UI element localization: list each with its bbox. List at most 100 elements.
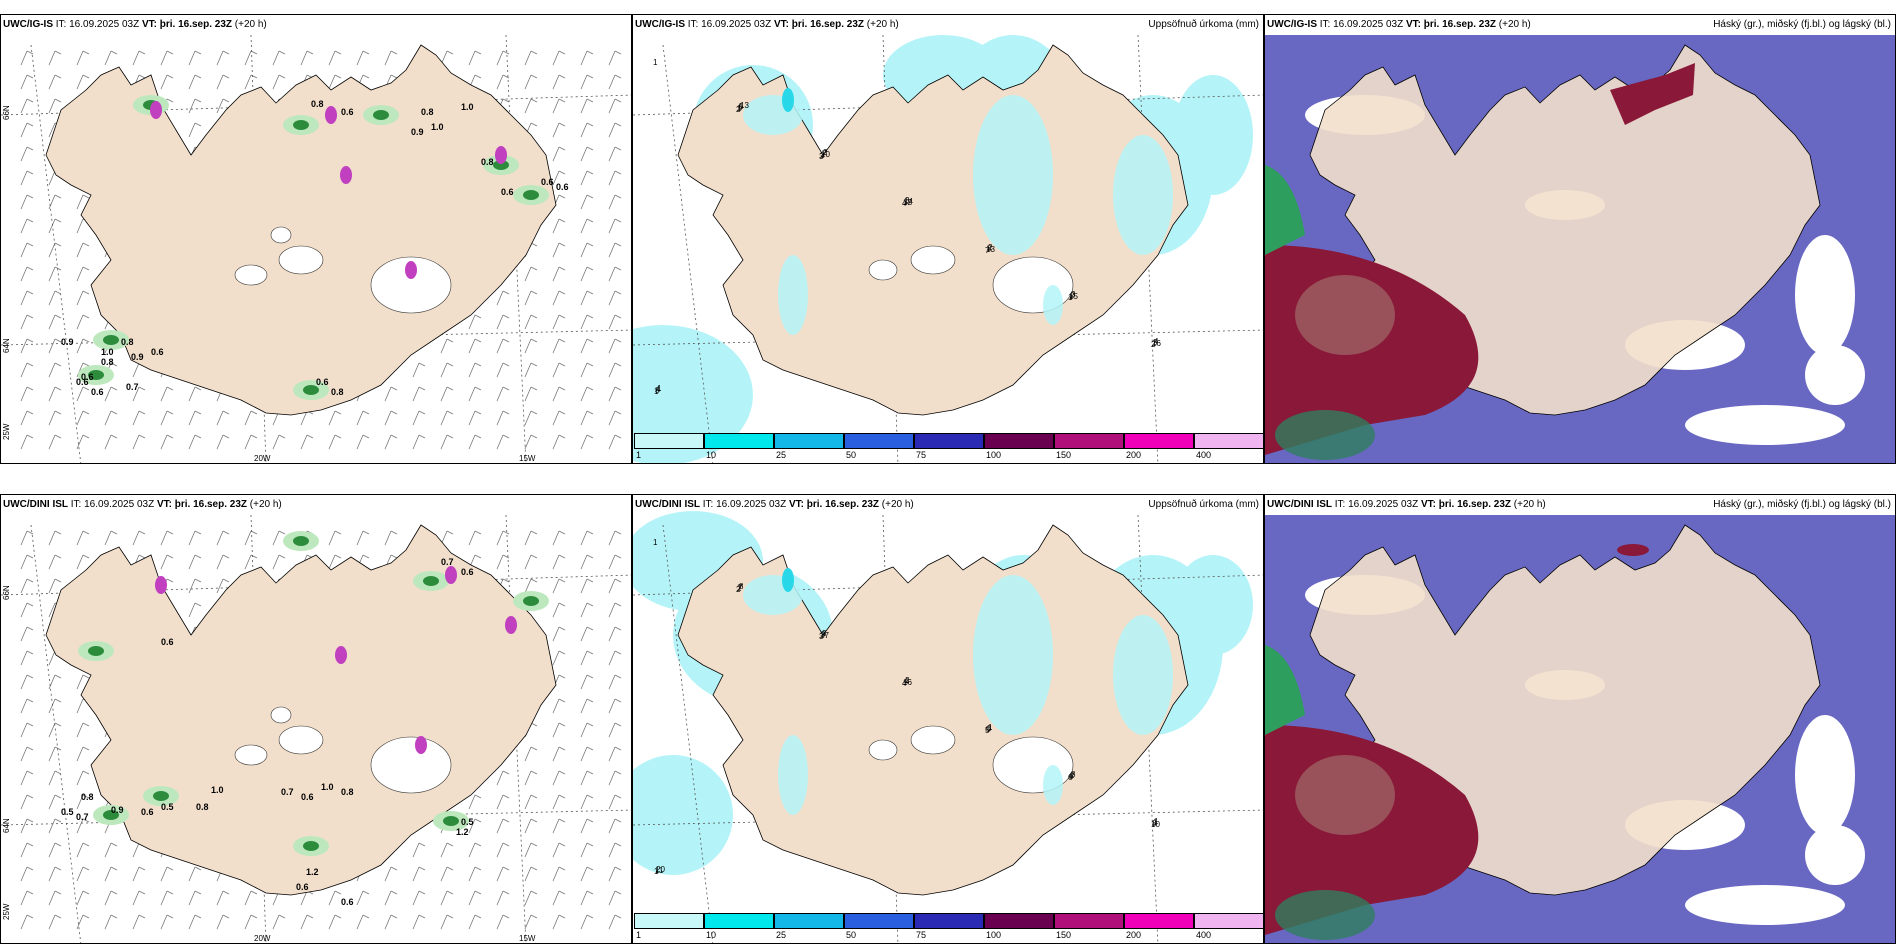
wind-barb-icon — [20, 866, 34, 882]
wind-barb-icon — [216, 578, 230, 594]
wind-barb-icon — [188, 98, 202, 114]
precip-value-label: 2 — [1070, 291, 1075, 300]
wind-barb-icon — [272, 554, 286, 570]
wind-values: 0.50.80.9 0.6 0.5 0.80.70.61.0 0.7 0.61.0 0.81… — [61, 557, 474, 907]
wind-barb-icon — [580, 842, 594, 858]
precip-value-label: 6 — [1068, 773, 1073, 782]
wind-barb-icon — [48, 386, 62, 402]
wind-barb-icon — [412, 914, 426, 930]
lat-label: 64N — [1261, 833, 1264, 848]
wind-barb-icon — [104, 50, 118, 66]
clear-sky — [1795, 235, 1855, 355]
wind-barb-icon — [20, 170, 34, 186]
precip-value-label: 2 — [737, 584, 742, 593]
wind-barb-icon — [524, 794, 538, 810]
wind-barb-icon — [496, 818, 510, 834]
lat-label: 66N — [2, 585, 11, 600]
precip-value-label: 1 — [1153, 818, 1158, 827]
wind-barb-icon — [188, 122, 202, 138]
wind-barb-icon — [524, 866, 538, 882]
wind-barb-icon — [552, 578, 566, 594]
wind-barb-icon — [580, 338, 594, 354]
graticule-line — [30, 44, 82, 463]
wind-barb-icon — [188, 866, 202, 882]
wind-barb-icon — [608, 554, 622, 570]
precip-value-label: 0.8 — [81, 792, 94, 802]
wind-barb-icon — [356, 50, 370, 66]
wind-barb-icon — [48, 842, 62, 858]
precip-value-label: 11 — [655, 866, 664, 875]
colorbar-segment — [1124, 913, 1194, 929]
wind-barb-icon — [552, 410, 566, 426]
wind-barb-icon — [580, 362, 594, 378]
wind-barb-icon — [552, 266, 566, 282]
wind-barb-icon — [188, 50, 202, 66]
precip-value-label: 1.0 — [321, 782, 334, 792]
wind-barb-icon — [384, 50, 398, 66]
colorbar-tick: 1 — [636, 450, 642, 460]
wind-barb-icon — [496, 794, 510, 810]
wind-barb-icon — [580, 98, 594, 114]
iceland-landmass — [677, 44, 1189, 416]
wind-barb-icon — [216, 554, 230, 570]
cloud-title: Háský (gr.), miðský (fj.bl.) og lágský (… — [1713, 499, 1891, 510]
precip-value-label: 0.9 — [61, 337, 74, 347]
axis-labels: 66N 64N 25W 20W 15W — [2, 105, 536, 463]
wind-barb-icon — [468, 434, 482, 450]
precip-value-label: 8 — [655, 386, 660, 395]
wind-barb-icon — [608, 194, 622, 210]
glacier — [370, 256, 452, 314]
wind-barb-icon — [132, 530, 146, 546]
precip-value-label: 0.8 — [481, 157, 494, 167]
wind-barb-icon — [580, 674, 594, 690]
precip-area — [743, 95, 803, 135]
clear-sky — [1805, 345, 1865, 405]
wind-barb-icon — [20, 290, 34, 306]
wind-barb-icon — [272, 74, 286, 90]
wind-barb-icon — [48, 50, 62, 66]
colorbar-segment — [634, 913, 704, 929]
panel-header: UWC/DINI ISL IT: 16.09.2025 03Z VT: þri.… — [3, 499, 282, 510]
precip-value-label: 8 — [1152, 819, 1157, 828]
wind-barb-icon — [552, 602, 566, 618]
wind-barb-icon — [552, 386, 566, 402]
cloud-mid — [1275, 410, 1375, 460]
wind-barb-icon — [244, 410, 258, 426]
wind-barb-icon — [188, 410, 202, 426]
wind-barb-icon — [356, 914, 370, 930]
wind-barb-icon — [104, 410, 118, 426]
wind-barb-icon — [48, 362, 62, 378]
wind-barb-icon — [468, 50, 482, 66]
wind-barb-icon — [608, 290, 622, 306]
precip-value-label: 4 — [1154, 337, 1159, 346]
wind-barb-icon — [20, 626, 34, 642]
wind-barb-icon — [244, 890, 258, 906]
precip-value-label: 1.0 — [101, 347, 114, 357]
precip-value-label: 2 — [905, 676, 910, 685]
wind-barb-icon — [48, 290, 62, 306]
wind-barb-icon — [580, 746, 594, 762]
precip-value-label: 0.6 — [541, 177, 554, 187]
wind-barb-icon — [48, 314, 62, 330]
precip-map: 1234712112121315168610148234573234113266… — [633, 34, 1263, 463]
cloud-mid — [1295, 275, 1395, 355]
wind-barb-icon — [76, 434, 90, 450]
wind-barb-icon — [20, 554, 34, 570]
wind-barb-icon — [76, 842, 90, 858]
colorbar-tick: 1 — [636, 930, 642, 940]
precip-value-label: 1 — [737, 104, 742, 113]
wind-barb-icon — [440, 386, 454, 402]
glacier — [234, 744, 268, 766]
wind-barb-icon — [496, 74, 510, 90]
wind-barb-icon — [608, 794, 622, 810]
precip-value-label: 0.6 — [316, 377, 329, 387]
wind-barb-icon — [328, 914, 342, 930]
precip-value-label: 12 — [903, 198, 912, 207]
wind-barb-icon — [48, 98, 62, 114]
wind-barb-icon — [524, 410, 538, 426]
wind-barb-icon — [384, 386, 398, 402]
wind-barb-icon — [608, 314, 622, 330]
wind-barb-icon — [328, 554, 342, 570]
wind-barb-icon — [160, 914, 174, 930]
wind-barb-icon — [20, 722, 34, 738]
